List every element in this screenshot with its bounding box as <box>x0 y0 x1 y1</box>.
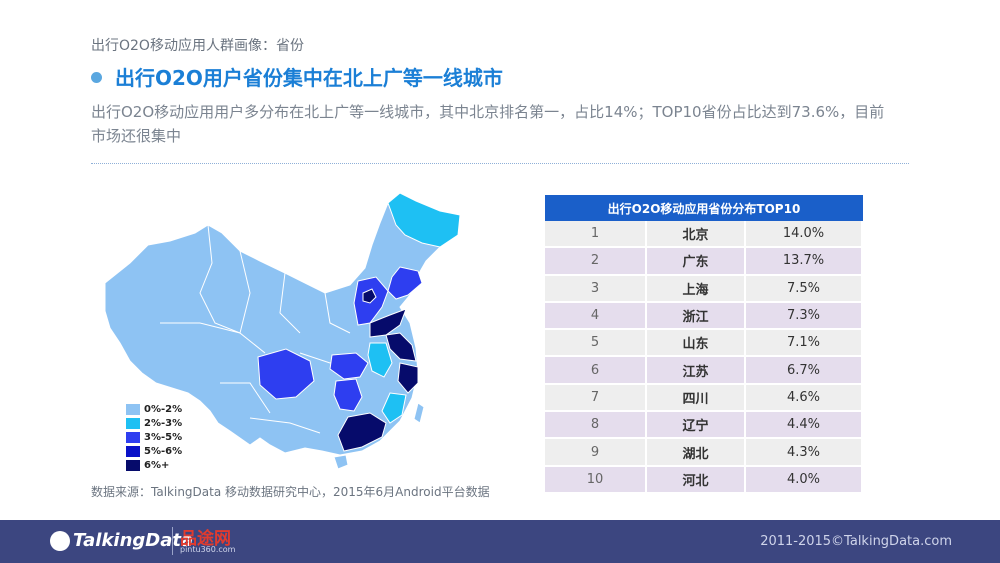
rank-cell: 5 <box>545 330 647 358</box>
province-cell: 广东 <box>647 248 746 276</box>
table-row: 7 四川 4.6% <box>545 384 863 413</box>
share-cell: 13.7% <box>746 248 863 276</box>
table-row: 6 江苏 6.7% <box>545 357 863 385</box>
map-province-hunan <box>333 378 363 412</box>
legend-item: 0%-2% <box>126 402 182 416</box>
rank-cell: 9 <box>545 439 647 467</box>
legend-label: 0%-2% <box>144 403 183 415</box>
legend-swatch <box>126 403 140 415</box>
data-source-note: 数据来源：TalkingData 移动数据研究中心，2015年6月Android… <box>91 485 490 499</box>
province-cell: 浙江 <box>647 302 746 331</box>
share-cell: 6.7% <box>746 357 863 385</box>
legend-label: 6%+ <box>144 459 170 471</box>
map-province-liaoning <box>387 266 423 300</box>
share-cell: 4.6% <box>746 384 863 413</box>
map-province-hubei <box>329 352 369 380</box>
province-cell: 山东 <box>647 330 746 358</box>
talkingdata-logo: TalkingData <box>73 530 194 551</box>
province-cell: 辽宁 <box>647 412 746 440</box>
legend-item: 5%-6% <box>126 444 182 458</box>
table-title: 出行O2O移动应用省份分布TOP10 <box>545 195 863 221</box>
province-cell: 湖北 <box>647 439 746 467</box>
table-row: 2 广东 13.7% <box>545 248 863 276</box>
legend-label: 2%-3% <box>144 417 183 429</box>
map-province-northeast <box>387 192 461 248</box>
dotted-divider <box>91 163 909 164</box>
slide-description: 出行O2O移动应用用户多分布在北上广等一线城市，其中北京排名第一，占比14%；T… <box>91 103 885 145</box>
province-cell: 四川 <box>647 384 746 413</box>
table-row: 5 山东 7.1% <box>545 330 863 358</box>
province-cell: 河北 <box>647 466 746 494</box>
map-province-taiwan <box>413 402 425 424</box>
map-province-fujian <box>381 392 407 424</box>
province-cell: 北京 <box>647 221 746 249</box>
footer-divider <box>172 527 173 555</box>
table-row: 10 河北 4.0% <box>545 466 863 494</box>
legend-label: 3%-5% <box>144 431 183 443</box>
table-row: 3 上海 7.5% <box>545 275 863 303</box>
rank-cell: 3 <box>545 275 647 303</box>
map-province-anhui <box>367 342 393 378</box>
partner-logo: 品途网 <box>180 529 231 549</box>
slide-subtitle: 出行O2O移动应用人群画像：省份 <box>91 38 304 54</box>
legend-swatch <box>126 459 140 471</box>
share-cell: 14.0% <box>746 221 863 249</box>
footer-bar <box>0 520 1000 563</box>
legend-swatch <box>126 431 140 443</box>
bullet-dot <box>91 72 102 83</box>
rank-cell: 6 <box>545 357 647 385</box>
slide-headline: 出行O2O用户省份集中在北上广等一线城市 <box>115 66 503 90</box>
province-cell: 上海 <box>647 275 746 303</box>
share-cell: 4.0% <box>746 466 863 494</box>
map-legend: 0%-2% 2%-3% 3%-5% 5%-6% 6%+ <box>126 402 182 472</box>
map-province-sichuan <box>257 348 315 400</box>
map-province-guangdong <box>337 412 387 452</box>
legend-item: 2%-3% <box>126 416 182 430</box>
legend-label: 5%-6% <box>144 445 183 457</box>
rank-cell: 7 <box>545 384 647 413</box>
table-row: 4 浙江 7.3% <box>545 302 863 331</box>
share-cell: 4.4% <box>746 412 863 440</box>
rank-cell: 10 <box>545 466 647 494</box>
table-row: 8 辽宁 4.4% <box>545 412 863 440</box>
province-cell: 江苏 <box>647 357 746 385</box>
legend-item: 3%-5% <box>126 430 182 444</box>
map-province-hainan <box>333 454 349 470</box>
top10-province-table: 出行O2O移动应用省份分布TOP10 1 北京 14.0% 2 广东 13.7%… <box>545 195 863 494</box>
share-cell: 4.3% <box>746 439 863 467</box>
legend-item: 6%+ <box>126 458 182 472</box>
map-province-zhejiang <box>397 362 419 394</box>
china-province-map <box>104 192 461 470</box>
province-borders <box>160 224 361 434</box>
map-province-jiangsu <box>385 332 417 362</box>
map-province-shandong <box>369 308 407 338</box>
share-cell: 7.5% <box>746 275 863 303</box>
map-province-beijing <box>362 288 377 304</box>
share-cell: 7.1% <box>746 330 863 358</box>
legend-swatch <box>126 445 140 457</box>
rank-cell: 4 <box>545 302 647 331</box>
talkingdata-logo-icon <box>50 531 70 551</box>
rank-cell: 8 <box>545 412 647 440</box>
table-row: 1 北京 14.0% <box>545 221 863 249</box>
copyright-text: 2011-2015©TalkingData.com <box>760 534 952 549</box>
partner-url: pintu360.com <box>180 545 236 554</box>
rank-cell: 1 <box>545 221 647 249</box>
table-row: 9 湖北 4.3% <box>545 439 863 467</box>
rank-cell: 2 <box>545 248 647 276</box>
share-cell: 7.3% <box>746 302 863 331</box>
legend-swatch <box>126 417 140 429</box>
